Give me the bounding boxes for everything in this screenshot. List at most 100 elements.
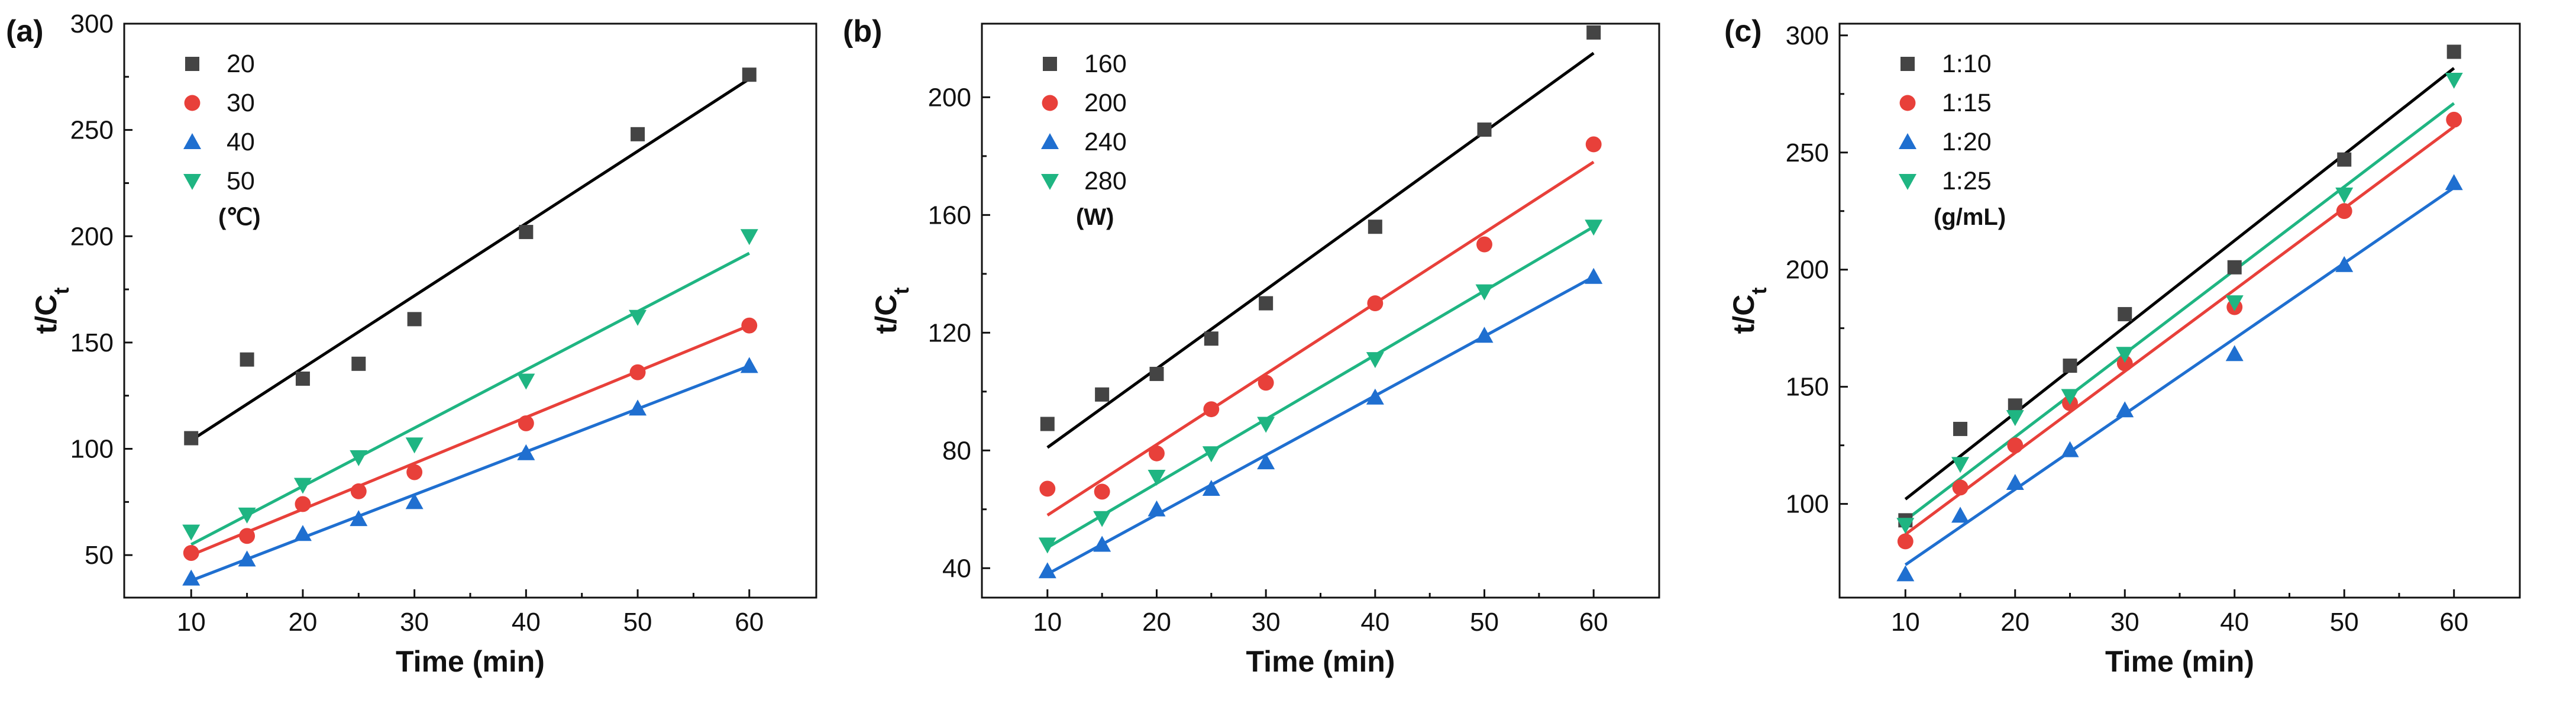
x-tick-label: 40 bbox=[2220, 608, 2249, 637]
x-tick-label: 30 bbox=[1252, 608, 1281, 637]
data-point-30 bbox=[406, 464, 423, 480]
y-axis-title: t/Ct bbox=[1727, 288, 1771, 334]
data-point-40 bbox=[517, 444, 535, 460]
data-point-50 bbox=[293, 477, 312, 494]
data-point-1:25 bbox=[2116, 347, 2134, 363]
data-point-50 bbox=[238, 507, 256, 524]
x-axis-title: Time (min) bbox=[1246, 645, 1395, 678]
data-point-240 bbox=[1475, 327, 1494, 343]
legend-label: 20 bbox=[227, 50, 255, 78]
fit-line-1:20 bbox=[1904, 186, 2455, 566]
fit-line-160 bbox=[1046, 51, 1595, 449]
legend-marker-20 bbox=[185, 57, 199, 71]
data-point-1:15 bbox=[2336, 203, 2352, 220]
data-point-50 bbox=[350, 450, 368, 466]
fit-line-1:10 bbox=[1904, 67, 2455, 501]
data-point-160 bbox=[1586, 25, 1601, 40]
data-point-160 bbox=[1040, 417, 1055, 431]
fit-line-40 bbox=[190, 364, 750, 582]
legend-marker-1:15 bbox=[1899, 95, 1916, 111]
data-point-200 bbox=[1367, 295, 1384, 312]
x-tick-label: 60 bbox=[2439, 608, 2468, 637]
x-tick-label: 10 bbox=[177, 608, 206, 637]
data-point-280 bbox=[1202, 446, 1220, 463]
chart-panel-3: 10 20 30 40 50 60 100 150 200 250 300 (c) Time (min)… bbox=[1724, 14, 2521, 678]
legend-marker-1:10 bbox=[1901, 57, 1915, 71]
panel-label: (a) bbox=[6, 14, 44, 49]
data-point-1:20 bbox=[1951, 506, 1970, 523]
data-point-160 bbox=[1477, 122, 1492, 137]
legend-label: 160 bbox=[1084, 50, 1127, 78]
y-tick-label: 250 bbox=[1786, 138, 1829, 167]
legend-unit: (℃) bbox=[218, 204, 261, 230]
data-point-200 bbox=[1258, 375, 1274, 391]
data-point-1:25 bbox=[2006, 410, 2024, 427]
data-point-1:15 bbox=[2007, 437, 2024, 454]
y-tick-label: 300 bbox=[70, 9, 114, 38]
data-point-280 bbox=[1093, 511, 1111, 527]
data-point-20 bbox=[184, 431, 199, 446]
legend-label: 200 bbox=[1084, 89, 1127, 117]
fit-line-30 bbox=[190, 324, 750, 557]
x-tick-label: 60 bbox=[735, 608, 764, 637]
data-point-1:10 bbox=[2227, 260, 2242, 275]
y-tick-label: 150 bbox=[1786, 373, 1829, 402]
data-point-20 bbox=[407, 312, 422, 327]
fit-line-200 bbox=[1046, 160, 1595, 517]
y-tick-label: 80 bbox=[942, 436, 971, 465]
x-tick-label: 20 bbox=[288, 608, 317, 637]
x-tick-label: 30 bbox=[400, 608, 429, 637]
data-point-1:15 bbox=[1897, 533, 1914, 550]
data-point-40 bbox=[293, 525, 312, 541]
x-tick-label: 50 bbox=[2330, 608, 2359, 637]
y-axis-title: t/Ct bbox=[870, 288, 913, 334]
legend-marker-1:20 bbox=[1899, 133, 1916, 149]
x-tick-label: 40 bbox=[1360, 608, 1389, 637]
data-point-30 bbox=[239, 528, 256, 544]
data-point-240 bbox=[1585, 267, 1603, 284]
data-point-1:20 bbox=[1896, 565, 1915, 582]
legend-unit: (W) bbox=[1076, 204, 1114, 230]
data-point-40 bbox=[182, 569, 201, 586]
data-point-240 bbox=[1366, 388, 1384, 405]
legend-marker-240 bbox=[1041, 133, 1059, 149]
legend-label: 280 bbox=[1084, 167, 1127, 195]
data-point-160 bbox=[1204, 331, 1218, 346]
data-point-30 bbox=[518, 415, 534, 431]
data-point-1:10 bbox=[1953, 421, 1968, 436]
legend-marker-280 bbox=[1041, 174, 1059, 190]
data-point-30 bbox=[350, 483, 367, 499]
data-point-1:25 bbox=[1951, 457, 1970, 473]
data-point-280 bbox=[1475, 284, 1494, 301]
data-point-30 bbox=[741, 317, 758, 334]
data-point-20 bbox=[631, 127, 645, 141]
data-point-1:10 bbox=[2118, 306, 2132, 321]
data-point-1:10 bbox=[2446, 44, 2461, 59]
y-tick-label: 50 bbox=[85, 541, 114, 570]
x-tick-label: 30 bbox=[2110, 608, 2139, 637]
fit-line-50 bbox=[190, 251, 750, 546]
data-point-1:10 bbox=[2337, 152, 2352, 167]
legend-label: 30 bbox=[227, 89, 255, 117]
x-tick-label: 60 bbox=[1579, 608, 1608, 637]
x-tick-label: 10 bbox=[1033, 608, 1062, 637]
data-point-200 bbox=[1094, 483, 1110, 500]
data-point-30 bbox=[629, 364, 646, 380]
legend-marker-50 bbox=[183, 174, 201, 190]
legend-unit: (g/mL) bbox=[1934, 204, 2006, 230]
fit-line-280 bbox=[1046, 225, 1595, 549]
data-point-1:20 bbox=[2006, 474, 2024, 490]
data-point-280 bbox=[1257, 417, 1275, 433]
legend-label: 1:20 bbox=[1942, 128, 1992, 156]
y-tick-label: 40 bbox=[942, 554, 971, 583]
fit-line-20 bbox=[190, 78, 751, 442]
legend-marker-40 bbox=[183, 133, 201, 149]
data-point-50 bbox=[629, 309, 647, 326]
data-point-30 bbox=[183, 545, 199, 561]
data-point-20 bbox=[240, 352, 254, 367]
data-point-200 bbox=[1039, 480, 1056, 497]
data-point-280 bbox=[1366, 352, 1384, 369]
data-point-40 bbox=[350, 510, 368, 527]
legend-marker-1:25 bbox=[1899, 174, 1916, 190]
y-tick-label: 160 bbox=[928, 201, 971, 230]
